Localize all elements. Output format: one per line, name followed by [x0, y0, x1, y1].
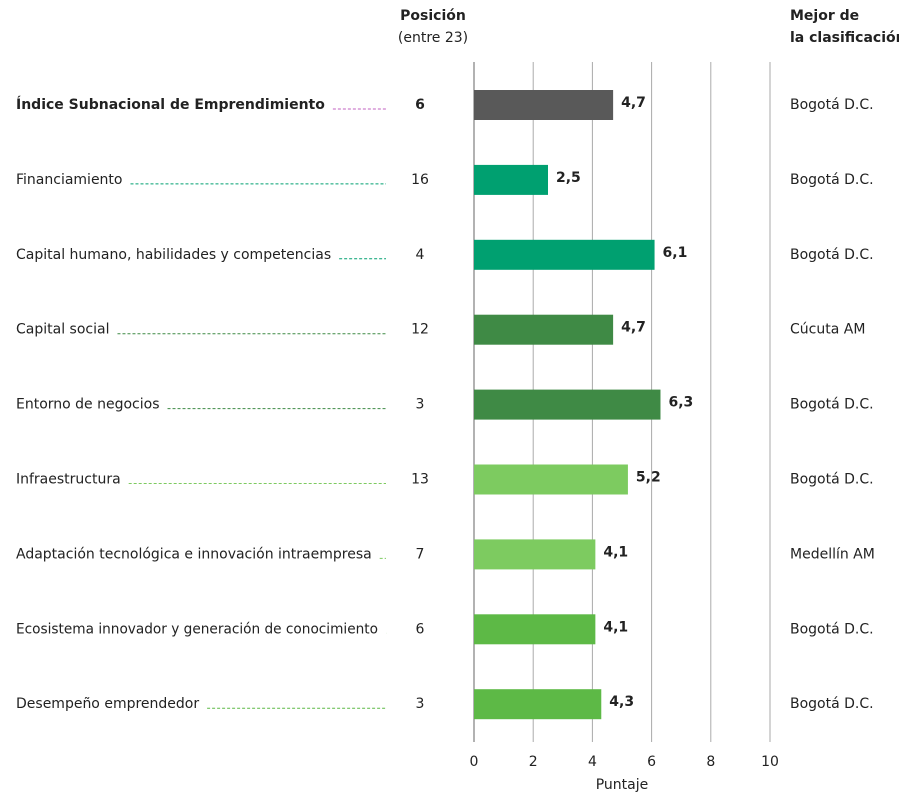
best-region: Bogotá D.C.: [790, 397, 874, 413]
best-region: Bogotá D.C.: [790, 621, 874, 637]
value-label: 6,1: [663, 245, 688, 261]
x-tick-label: 10: [761, 754, 779, 770]
value-label: 4,1: [603, 544, 628, 560]
value-label: 2,5: [556, 170, 581, 186]
bar: [474, 239, 655, 270]
best-region: Medellín AM: [790, 546, 875, 562]
value-label: 6,3: [668, 395, 693, 411]
best-region: Bogotá D.C.: [790, 472, 874, 488]
position-value: 3: [416, 397, 425, 413]
x-tick-label: 2: [529, 754, 538, 770]
category-label: Capital humano, habilidades y competenci…: [16, 247, 331, 263]
best-header: la clasificación: [790, 30, 899, 46]
best-region: Cúcuta AM: [790, 322, 865, 338]
best-region: Bogotá D.C.: [790, 172, 874, 188]
position-value: 13: [411, 472, 429, 488]
category-label: Desempeño emprendedor: [16, 696, 199, 712]
position-value: 4: [416, 247, 425, 263]
position-value: 12: [411, 322, 429, 338]
value-label: 5,2: [636, 470, 661, 486]
position-value: 16: [411, 172, 429, 188]
best-header: Mejor de: [790, 8, 859, 24]
bar: [474, 614, 596, 645]
value-label: 4,1: [603, 619, 628, 635]
x-axis-label: Puntaje: [596, 777, 649, 793]
best-region: Bogotá D.C.: [790, 97, 874, 113]
position-subheader: (entre 23): [398, 30, 468, 46]
value-label: 4,7: [621, 95, 646, 111]
bar: [474, 689, 602, 720]
position-value: 6: [416, 621, 425, 637]
bar: [474, 389, 661, 420]
category-label: Entorno de negocios: [16, 397, 160, 413]
bar: [474, 164, 548, 195]
category-label: Infraestructura: [16, 472, 121, 488]
position-value: 6: [415, 97, 425, 113]
category-label: Ecosistema innovador y generación de con…: [16, 621, 378, 637]
bar: [474, 464, 628, 495]
bar: [474, 539, 596, 570]
category-label: Capital social: [16, 322, 109, 338]
best-region: Bogotá D.C.: [790, 247, 874, 263]
position-value: 7: [416, 546, 425, 562]
x-tick-label: 0: [470, 754, 479, 770]
x-tick-label: 6: [647, 754, 656, 770]
x-tick-label: 4: [588, 754, 597, 770]
value-label: 4,7: [621, 320, 646, 336]
category-label: Financiamiento: [16, 172, 122, 188]
best-region: Bogotá D.C.: [790, 696, 874, 712]
value-label: 4,3: [609, 694, 634, 710]
x-tick-label: 8: [706, 754, 715, 770]
category-label: Adaptación tecnológica e innovación intr…: [16, 546, 372, 562]
bar: [474, 314, 614, 345]
position-value: 3: [416, 696, 425, 712]
bar: [474, 90, 614, 120]
position-header: Posición: [400, 8, 466, 24]
category-label: Índice Subnacional de Emprendimiento: [16, 96, 325, 113]
